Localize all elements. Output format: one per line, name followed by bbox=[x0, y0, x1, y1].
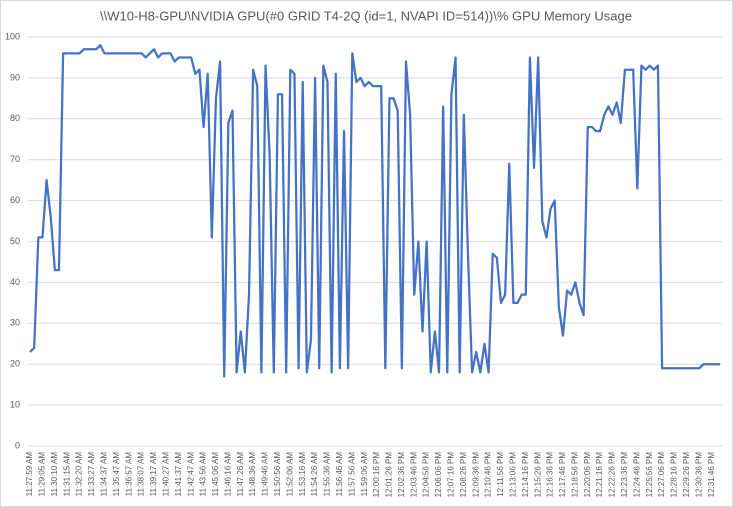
y-tick-label: 10 bbox=[10, 399, 20, 409]
x-tick-label: 11:57:56 AM bbox=[347, 452, 356, 497]
x-tick-label: 12:07:16 PM bbox=[447, 452, 456, 498]
x-tick-label: 12:27:06 PM bbox=[657, 452, 666, 498]
x-tick-label: 11:52:06 AM bbox=[285, 452, 294, 497]
x-tick-label: 11:31:15 AM bbox=[62, 452, 71, 497]
x-tick-label: 12:18:56 PM bbox=[570, 452, 579, 498]
x-tick-label: 12:14:16 PM bbox=[521, 452, 530, 498]
x-tick-label: 12:11:56 PM bbox=[496, 452, 505, 497]
x-tick-label: 12:02:36 PM bbox=[397, 452, 406, 498]
x-tick-label: 12:06:06 PM bbox=[434, 452, 443, 498]
x-tick-label: 11:40:27 AM bbox=[161, 452, 170, 497]
x-tick-label: 11:59:06 AM bbox=[360, 452, 369, 497]
x-tick-label: 12:16:36 PM bbox=[546, 452, 555, 498]
chart-title: \\W10-H8-GPU\NVIDIA GPU(#0 GRID T4-2Q (i… bbox=[100, 8, 632, 23]
x-tick-label: 11:45:06 AM bbox=[211, 452, 220, 497]
x-tick-label: 11:49:46 AM bbox=[261, 452, 270, 497]
x-tick-label: 12:00:16 PM bbox=[372, 452, 381, 498]
x-tick-label: 12:13:06 PM bbox=[508, 452, 517, 498]
x-tick-label: 12:22:26 PM bbox=[608, 452, 617, 498]
x-tick-label: 11:27:59 AM bbox=[25, 452, 34, 497]
x-tick-label: 12:31:46 PM bbox=[707, 452, 716, 498]
x-tick-label: 11:29:05 AM bbox=[38, 452, 47, 497]
x-tick-label: 12:04:56 PM bbox=[422, 452, 431, 498]
y-tick-label: 20 bbox=[10, 359, 20, 369]
x-tick-label: 11:39:17 AM bbox=[149, 452, 158, 497]
x-tick-label: 12:29:26 PM bbox=[682, 452, 691, 498]
data-line bbox=[29, 44, 720, 378]
x-tick-label: 11:32:20 AM bbox=[75, 452, 84, 497]
x-tick-label: 12:03:46 PM bbox=[409, 452, 418, 498]
x-tick-label: 11:54:26 AM bbox=[310, 452, 319, 497]
x-tick-label: 11:47:26 AM bbox=[236, 452, 245, 497]
x-tick-label: 11:50:56 AM bbox=[273, 452, 282, 497]
x-tick-label: 12:30:36 PM bbox=[694, 452, 703, 498]
x-tick-label: 12:23:36 PM bbox=[620, 452, 629, 498]
y-tick-label: 0 bbox=[15, 440, 20, 450]
x-tick-label: 11:42:47 AM bbox=[186, 452, 195, 497]
y-tick-label: 70 bbox=[10, 154, 20, 164]
x-tick-label: 11:48:36 AM bbox=[248, 452, 257, 497]
x-tick-label: 11:38:07 AM bbox=[137, 452, 146, 497]
x-tick-label: 12:24:46 PM bbox=[632, 452, 641, 498]
x-tick-label: 11:41:37 AM bbox=[174, 452, 183, 497]
x-tick-label: 11:34:37 AM bbox=[100, 452, 109, 497]
x-tick-label: 12:20:06 PM bbox=[583, 452, 592, 498]
x-tick-label: 12:15:26 PM bbox=[533, 452, 542, 498]
x-tick-label: 12:17:46 PM bbox=[558, 452, 567, 498]
x-tick-label: 11:33:27 AM bbox=[87, 452, 96, 497]
y-tick-label: 40 bbox=[10, 277, 20, 287]
y-tick-label: 90 bbox=[10, 72, 20, 82]
x-tick-label: 11:46:16 AM bbox=[223, 452, 232, 497]
x-tick-label: 12:10:46 PM bbox=[484, 452, 493, 498]
x-tick-label: 11:55:36 AM bbox=[323, 452, 332, 497]
x-tick-label: 11:35:47 AM bbox=[112, 452, 121, 497]
y-tick-label: 60 bbox=[10, 195, 20, 205]
x-tick-label: 11:43:56 AM bbox=[199, 452, 208, 497]
x-tick-label: 12:08:26 PM bbox=[459, 452, 468, 498]
x-tick-label: 11:30:10 AM bbox=[50, 452, 59, 497]
y-tick-label: 50 bbox=[10, 236, 20, 246]
x-tick-label: 12:25:56 PM bbox=[645, 452, 654, 498]
x-tick-label: 12:28:16 PM bbox=[670, 452, 679, 498]
x-tick-label: 11:36:57 AM bbox=[124, 452, 133, 497]
x-tick-label: 12:21:16 PM bbox=[595, 452, 604, 498]
x-tick-label: 11:53:16 AM bbox=[298, 452, 307, 497]
x-tick-label: 12:01:26 PM bbox=[385, 452, 394, 498]
y-tick-label: 30 bbox=[10, 318, 20, 328]
y-tick-label: 80 bbox=[10, 113, 20, 123]
x-tick-label: 11:56:46 AM bbox=[335, 452, 344, 497]
x-tick-label: 12:09:36 PM bbox=[471, 452, 480, 498]
y-tick-label: 100 bbox=[5, 31, 20, 41]
